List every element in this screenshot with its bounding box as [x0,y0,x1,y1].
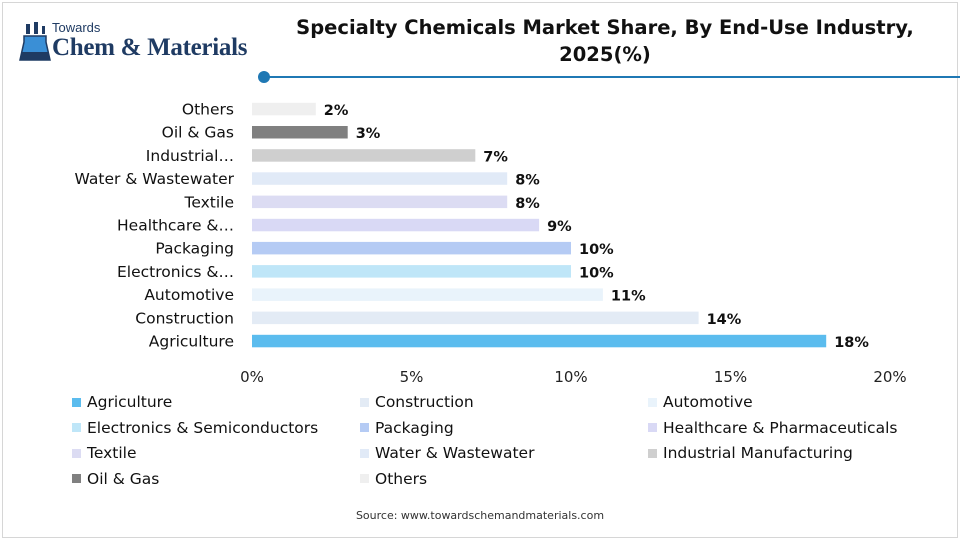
legend-label-2: Automotive [663,393,753,411]
bar-3 [252,265,571,278]
legend-label-10: Others [375,469,428,488]
legend-label-8: Industrial Manufacturing [663,444,853,462]
bar-4 [252,241,571,255]
category-label-3: Electronics &… [117,263,234,281]
legend-swatch-3 [72,423,81,432]
title-rule-dot [258,71,270,83]
legend-item-0: Agriculture [72,390,172,414]
legend-label-1: Construction [375,393,474,411]
legend-item-7: Water & Wastewater [360,441,534,465]
legend-item-3: Electronics & Semiconductors [72,416,318,440]
data-label-6: 8% [515,196,540,212]
bar-10 [252,102,316,116]
data-label-5: 9% [547,219,572,235]
data-label-1: 14% [707,312,742,328]
category-label-10: Others [182,101,234,119]
legend-item-2: Automotive [648,390,753,414]
bar-0 [252,334,827,348]
legend-label-5: Healthcare & Pharmaceuticals [663,418,898,437]
legend-swatch-5 [648,423,657,432]
title-rule [264,76,960,78]
category-label-8: Industrial… [146,147,234,165]
category-label-5: Healthcare &… [117,217,234,235]
brand-top: Towards [52,20,101,35]
legend-swatch-1 [360,397,369,407]
flask-icon [19,22,51,61]
bar-5 [252,218,540,232]
legend-label-6: Textile [87,444,137,462]
legend-item-9: Oil & Gas [72,467,159,491]
data-label-3: 10% [579,265,614,281]
legend-item-1: Construction [360,390,474,414]
legend-item-5: Healthcare & Pharmaceuticals [648,416,897,440]
bar-6 [252,195,508,209]
legend-label-4: Packaging [375,418,454,437]
legend-swatch-7 [360,448,369,458]
legend-label-9: Oil & Gas [87,469,160,488]
category-label-6: Textile [184,193,235,211]
legend-swatch-0 [72,397,81,407]
category-label-0: Agriculture [149,333,234,351]
data-label-0: 18% [834,335,869,351]
category-label-9: Oil & Gas [162,124,234,142]
x-tick-label-4: 20% [873,368,906,386]
legend-item-10: Others [360,467,427,491]
legend-item-8: Industrial Manufacturing [648,441,853,465]
chart-title: Specialty Chemicals Market Share, By End… [280,14,930,68]
legend-item-4: Packaging [360,416,454,440]
brand-name: Chem & Materials [52,34,248,61]
data-label-10: 2% [324,103,349,119]
x-tick-label-0: 0% [240,368,264,386]
legend-label-0: Agriculture [87,393,173,411]
x-tick-label-1: 5% [400,368,424,386]
bar-1 [252,311,699,325]
legend-swatch-10 [360,474,369,483]
legend-swatch-4 [360,423,369,432]
chart-title-line-2: 2025(%) [559,43,651,66]
category-label-2: Automotive [144,286,234,304]
legend-swatch-2 [648,397,657,407]
bar-9 [252,126,348,139]
bar-8 [252,149,476,162]
bar-7 [252,172,508,185]
chart-title-line-1: Specialty Chemicals Market Share, By End… [296,16,914,39]
legend-swatch-6 [72,448,81,458]
legend-label-3: Electronics & Semiconductors [87,418,319,437]
bar-chart: Agriculture 18% Construction 14% Automotive 1… [75,101,907,387]
category-label-7: Water & Wastewater [75,170,235,188]
category-label-1: Construction [135,309,234,327]
category-label-4: Packaging [155,240,234,258]
data-label-2: 11% [611,289,646,305]
data-label-8: 7% [483,149,508,165]
data-label-9: 3% [356,126,381,142]
data-label-4: 10% [579,242,614,258]
data-label-7: 8% [515,173,540,189]
x-tick-label-2: 10% [554,368,587,386]
x-tick-label-3: 15% [714,368,747,386]
legend-label-7: Water & Wastewater [375,444,535,462]
bar-2 [252,288,603,301]
legend-item-6: Textile [72,441,137,465]
source-note: Source: www.towardschemandmaterials.com [355,509,605,522]
brand-logo: Towards Chem & Materials [16,18,256,68]
legend-swatch-8 [648,448,657,458]
legend-swatch-9 [72,474,81,483]
